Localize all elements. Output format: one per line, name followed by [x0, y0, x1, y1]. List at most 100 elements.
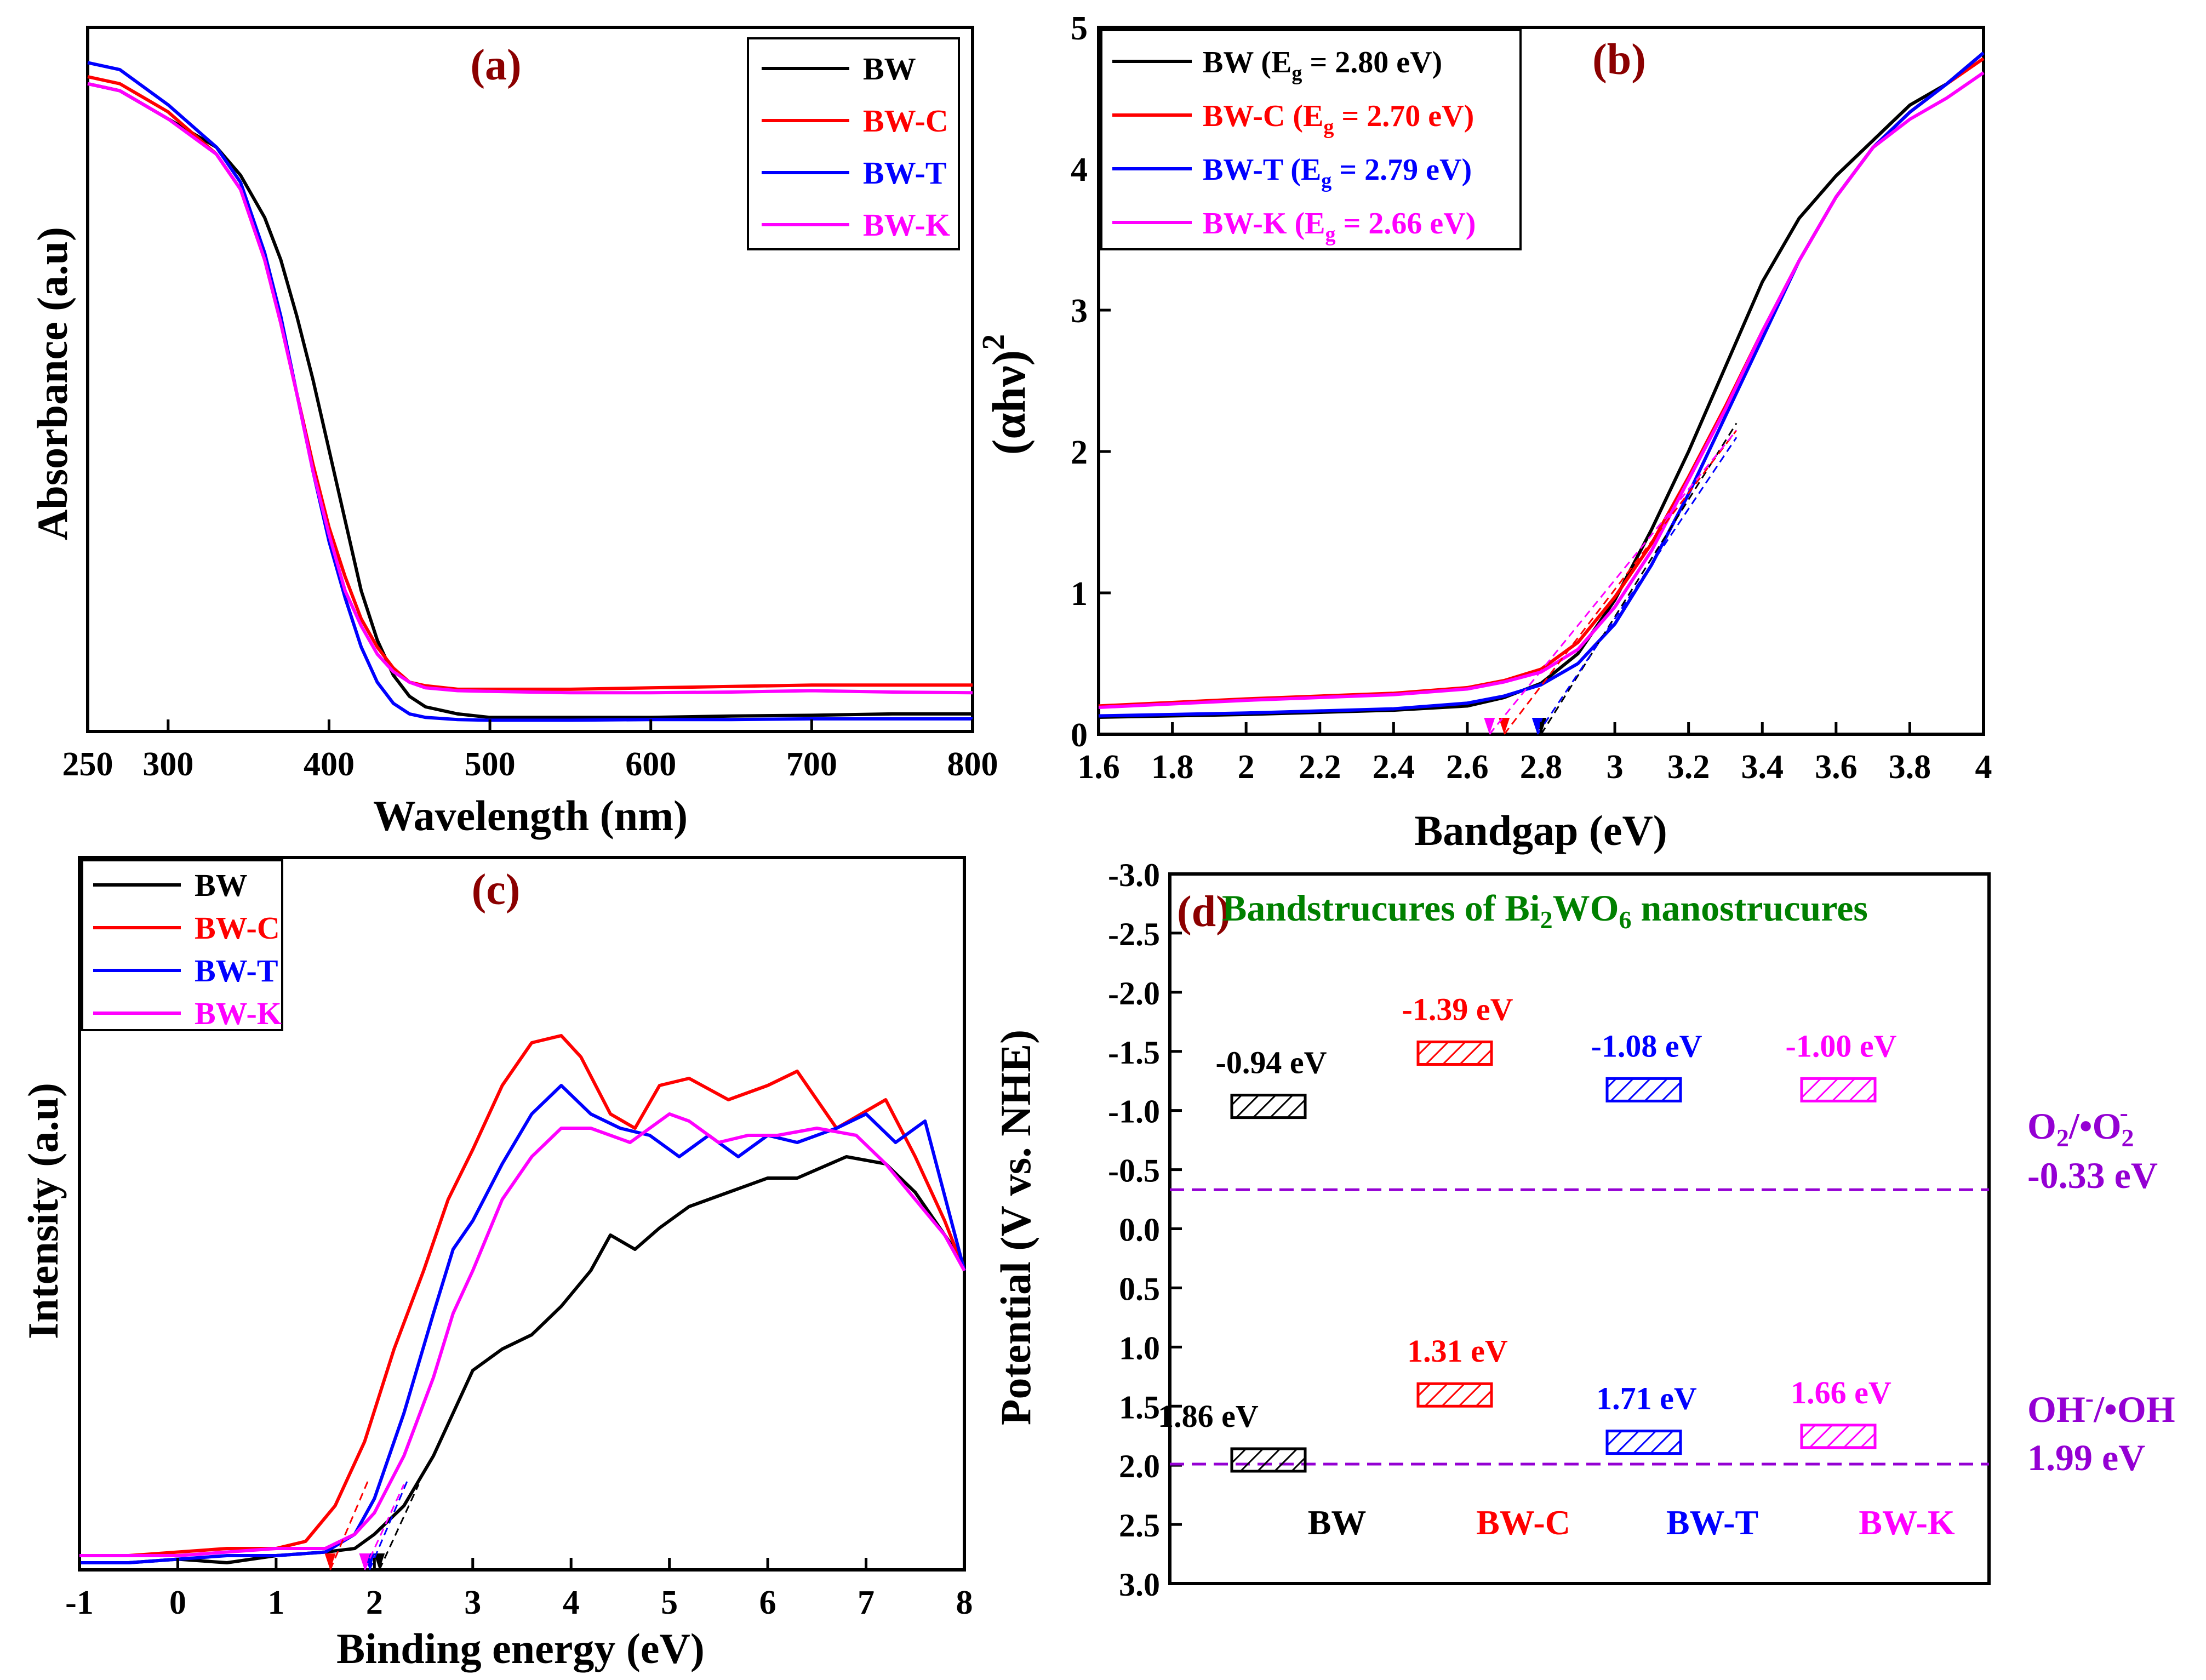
legend-eg-val: = 2.70 eV) [1334, 99, 1474, 133]
panel-c-tangent-bw-k [364, 1484, 405, 1570]
panel-b-legend: BW (Eg = 2.80 eV)BW-C (Eg = 2.70 eV)BW-T… [1112, 45, 1476, 246]
panel-d-cb-label-bw: -0.94 eV [1216, 1045, 1327, 1081]
panel-d-ytick-label: -2.5 [1108, 916, 1160, 952]
panel-d-vb-label-bw: 1.86 eV [1158, 1398, 1259, 1434]
panel-c-tangent-bw [378, 1484, 420, 1570]
panel-b-xtick-label: 1.8 [1151, 748, 1194, 786]
panel-c-xtick-label: 5 [661, 1584, 678, 1621]
legend-eg: (E [1290, 153, 1321, 187]
panel-b-ylabel-sup: 2 [975, 334, 1011, 350]
panel-a-absorbance: 250 300 400 500 600 700 800 (a) Wavelength (nm… [28, 26, 998, 839]
legend-label-bw-k: BW-K (Eg = 2.66 eV) [1203, 207, 1476, 246]
panel-a-series-bw-t [87, 61, 973, 722]
panel-b-ytick-label: 4 [1071, 151, 1088, 188]
panel-b-series-bw-k [1098, 71, 1985, 709]
legend-eg: (E [1261, 45, 1291, 79]
panel-c-series-bw-c [79, 1034, 966, 1557]
legend-eg-val: = 2.66 eV) [1335, 207, 1476, 241]
panel-b-xtick-label: 3.4 [1741, 748, 1784, 786]
panel-c-legend: BW BW-C BW-T BW-K [93, 867, 282, 1031]
legend-name: BW-C [1203, 99, 1293, 133]
panel-d-ytick-label: 0.0 [1119, 1212, 1160, 1248]
panel-b-xtick-label: 2.6 [1446, 748, 1489, 786]
panel-b-xtick-label: 2.8 [1520, 748, 1563, 786]
legend-eg: (E [1293, 99, 1323, 133]
panel-b-arrow-bw-c [1499, 718, 1510, 734]
panel-c-xtick-label: 3 [464, 1584, 481, 1621]
panel-b-legend-box [1100, 29, 1522, 250]
panel-a-frame [86, 26, 974, 733]
panel-d-category-bw-k: BW-K [1859, 1503, 1955, 1542]
panel-d-y-ticks: -3.0 -2.5 -2.0 -1.5 -1.0 -0.5 0.0 0.5 1.0 1.5 2.0 2… [1108, 857, 1182, 1603]
panel-c-xtick-label: 0 [169, 1584, 186, 1621]
panel-b-tangent-bw-t [1536, 437, 1738, 735]
panel-d-cb-label-bw-c: -1.39 eV [1402, 991, 1513, 1027]
panel-c-legend-box [81, 859, 283, 1031]
panel-d-cb-bar-bw-c [1416, 1040, 1493, 1066]
panel-a-xtick-label: 500 [465, 746, 516, 783]
panel-d-ytick-label: 0.5 [1119, 1271, 1160, 1307]
panel-b-x-ticks: 1.6 1.8 2 2.2 2.4 2.6 2.8 3 3.2 3.4 3.6 3.8 4 [1077, 722, 1992, 786]
panel-b-xtick-label: 3 [1607, 748, 1624, 786]
panel-a-xtick-label: 250 [62, 746, 113, 783]
legend-label-bw-t: BW-T [195, 953, 278, 988]
panel-c-xtick-label: 4 [563, 1584, 580, 1621]
ref-o2-name: O2/•O2- [2027, 1099, 2134, 1152]
panel-d-band-structure: -3.0 -2.5 -2.0 -1.5 -1.0 -0.5 0.0 0.5 1.0 1.5 2.0 2… [992, 857, 2175, 1603]
panel-d-category-bw-c: BW-C [1476, 1503, 1570, 1542]
panel-d-ytick-label: 1.0 [1119, 1330, 1160, 1366]
panel-d-ytick-label: 2.0 [1119, 1448, 1160, 1484]
panel-b-series-bw [1098, 52, 1985, 719]
legend-eg-val: = 2.80 eV) [1302, 45, 1442, 79]
panel-d-ytick-label: -0.5 [1108, 1153, 1160, 1189]
panel-c-label: (c) [472, 866, 521, 914]
panel-c-xtick-label: 1 [267, 1584, 284, 1621]
panel-c-tangent-bw-c [329, 1477, 370, 1570]
panel-c-curves [79, 1034, 966, 1570]
panel-d-cb-bar-bw [1230, 1094, 1307, 1119]
legend-name: BW-K [1203, 207, 1294, 241]
panel-b-xtick-label: 3.6 [1815, 748, 1858, 786]
panel-a-legend: BW BW-C BW-T BW-K [762, 51, 950, 243]
ref-oh-name: OH-/•OH [2027, 1384, 2175, 1430]
panel-a-xtick-label: 800 [947, 746, 998, 783]
panel-b-ytick-label: 0 [1071, 717, 1088, 754]
legend-name: BW [1203, 45, 1261, 79]
panel-b-xtick-label: 3.8 [1889, 748, 1931, 786]
legend-label-bw-t: BW-T [863, 155, 947, 191]
panel-d-vb-bar-bw [1230, 1447, 1307, 1473]
panel-d-category-bw: BW [1308, 1503, 1367, 1542]
panel-c-arrow-bw [374, 1553, 385, 1570]
panel-a-xtick-label: 300 [142, 746, 193, 783]
panel-d-title: Bandstrucures of Bi2WO6 nanostrucures [1222, 887, 1868, 934]
panel-b-ytick-label: 3 [1071, 293, 1088, 330]
panel-c-tangent-bw-t [368, 1477, 410, 1570]
panel-a-xlabel: Wavelength (nm) [373, 792, 688, 839]
panel-a-x-ticks: 250 300 400 500 600 700 800 [62, 719, 998, 783]
panel-c-xlabel: Binding energy (eV) [336, 1625, 705, 1672]
panel-d-label: (d) [1177, 888, 1231, 936]
panel-b-xtick-label: 2 [1238, 748, 1255, 786]
panel-b-ylabel: (αhν)2 [975, 334, 1035, 455]
panel-d-cb-bar-bw-k [1800, 1077, 1877, 1102]
panel-c-xtick-label: 6 [759, 1584, 776, 1621]
panel-d-ytick-label: -1.0 [1108, 1094, 1160, 1130]
ref-o2-value: -0.33 eV [2027, 1155, 2158, 1196]
legend-label-bw: BW [195, 867, 248, 903]
panel-c-xtick-label: -1 [65, 1584, 94, 1621]
panel-b-tauc: 1.6 1.8 2 2.2 2.4 2.6 2.8 3 3.2 3.4 3.6 3.8 4 0 1 2 3 4 5… [975, 10, 1992, 854]
panel-c-frame [78, 856, 966, 1572]
panel-d-ylabel: Potential (V vs. NHE) [992, 1030, 1039, 1425]
panel-c-x-ticks: -1 0 1 2 3 4 5 6 7 8 [65, 1558, 973, 1621]
panel-d-cb-label-bw-t: -1.08 eV [1591, 1028, 1702, 1064]
panel-d-marks: -0.94 eV 1.86 eV BW -1.39 eV 1.31 eV BW-C -1.0… [1158, 991, 1989, 1542]
panel-c-xtick-label: 8 [956, 1584, 973, 1621]
panel-a-curves [87, 61, 973, 722]
panel-d-vb-label-bw-c: 1.31 eV [1407, 1333, 1508, 1369]
legend-label-bw-k: BW-K [863, 207, 950, 243]
legend-eg-sub: g [1291, 62, 1302, 85]
panel-c-arrow-bw-c [324, 1553, 336, 1570]
panel-a-series-bw-k [87, 82, 973, 695]
panel-b-xtick-label: 4 [1975, 748, 1992, 786]
